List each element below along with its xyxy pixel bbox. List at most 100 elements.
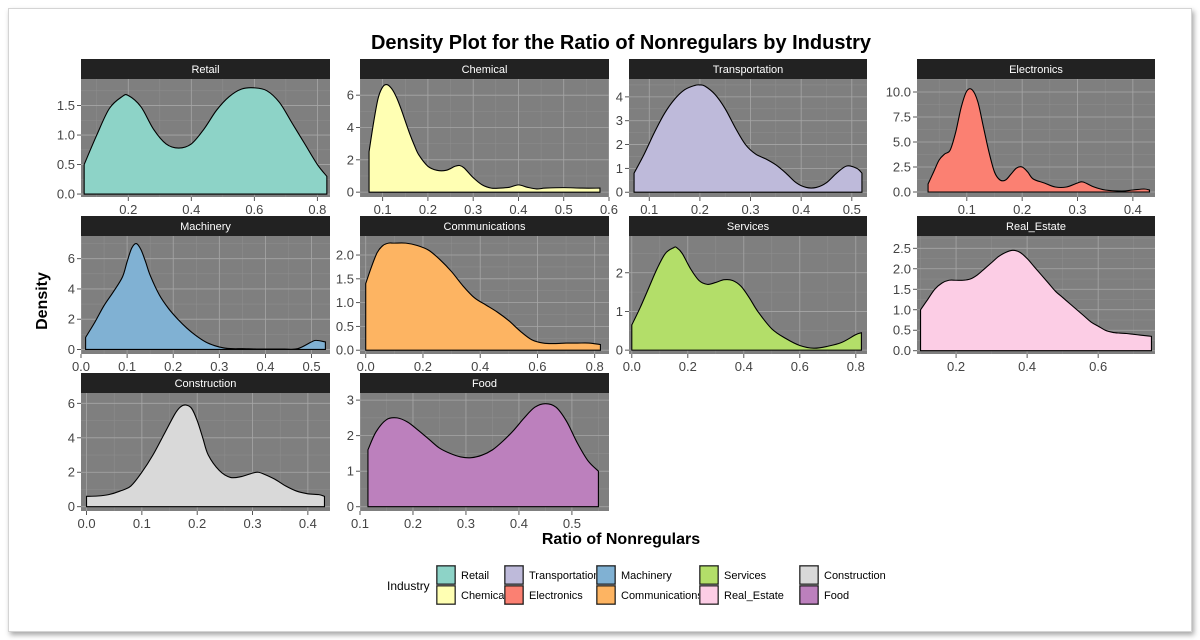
x-tick-label: 0.2: [947, 359, 965, 374]
legend-swatch: [436, 585, 456, 605]
x-tick-label: 0.0: [72, 359, 90, 374]
y-tick-label: 2.0: [893, 261, 911, 276]
x-tick-label: 0.0: [623, 359, 641, 374]
y-tick-label: 4: [68, 430, 75, 445]
density-area-retail: [83, 87, 328, 195]
x-tick-label: 0.1: [351, 516, 369, 531]
panel-strip-label: Food: [472, 378, 497, 390]
panel-services: Services 0 1 2 0.0 0.2 0.4 0.6 0.8: [616, 216, 867, 374]
panel-strip-label: Machinery: [180, 221, 231, 233]
y-tick-label: 0.5: [893, 323, 911, 338]
legend-swatch: [596, 585, 616, 605]
panel-strip-label: Communications: [444, 221, 526, 233]
y-tick-label: 10.0: [886, 85, 911, 100]
panel-construction: Construction 0 2 4 6 0.0 0.1 0.2 0.3 0.4: [68, 373, 330, 531]
panel-strip: [360, 59, 609, 79]
panel-strip: [360, 216, 609, 236]
x-tick-label: 0.4: [510, 516, 528, 531]
x-tick-label: 0.8: [586, 359, 604, 374]
y-tick-label: 0.5: [57, 157, 75, 172]
legend-swatch: [504, 565, 524, 585]
y-tick-label: 3: [616, 113, 623, 128]
y-tick-label: 0.0: [336, 343, 354, 358]
legend-swatch: [596, 565, 616, 585]
x-tick-label: 0.5: [303, 359, 321, 374]
panel-transportation: Transportation 0 1 2 3 4 0.1 0.2 0.3 0.4 0.5: [616, 59, 867, 217]
y-tick-label: 3: [347, 393, 354, 408]
y-axis-title: Density: [34, 272, 51, 330]
density-area-machinery: [85, 243, 326, 351]
legend-title: Industry: [387, 579, 430, 593]
x-tick-label: 0.8: [847, 359, 865, 374]
legend-swatch: [799, 565, 819, 585]
x-tick-label: 0.4: [256, 359, 274, 374]
x-tick-label: 0.3: [741, 202, 759, 217]
y-tick-label: 0: [347, 185, 354, 200]
y-tick-label: 2.5: [893, 160, 911, 175]
y-tick-label: 2: [347, 152, 354, 167]
x-tick-label: 0.2: [404, 516, 422, 531]
y-tick-label: 0: [347, 499, 354, 514]
y-tick-label: 0.5: [336, 319, 354, 334]
y-tick-label: 2.0: [336, 248, 354, 263]
y-tick-label: 1.0: [336, 295, 354, 310]
x-tick-label: 0.3: [464, 202, 482, 217]
y-tick-label: 4: [616, 89, 623, 104]
x-tick-label: 0.2: [419, 202, 437, 217]
legend-item-transportation: Transportation: [504, 565, 600, 585]
x-tick-label: 0.2: [188, 516, 206, 531]
y-tick-label: 1.0: [893, 302, 911, 317]
x-tick-label: 0.1: [374, 202, 392, 217]
x-tick-label: 0.6: [245, 202, 263, 217]
y-tick-label: 0: [68, 499, 75, 514]
x-tick-label: 0.4: [182, 202, 200, 217]
y-tick-label: 1.5: [57, 98, 75, 113]
legend-swatch: [799, 585, 819, 605]
y-tick-label: 1.0: [57, 128, 75, 143]
density-area-communications: [365, 242, 601, 351]
panel-real-estate: Real_Estate 0.0 0.5 1.0 1.5 2.0 2.5 0.2 0.4 0.6: [893, 216, 1155, 374]
y-tick-label: 0.0: [893, 185, 911, 200]
x-tick-label: 0.3: [243, 516, 261, 531]
y-tick-label: 0.0: [893, 343, 911, 358]
panel-strip: [360, 373, 609, 393]
legend-item-chemical: Chemical: [436, 585, 507, 605]
chart-frame: Density Plot for the Ratio of Nonregular…: [8, 8, 1192, 632]
legend-label: Chemical: [461, 590, 507, 602]
density-facet-chart: Density Plot for the Ratio of Nonregular…: [34, 32, 1155, 605]
legend-swatch: [436, 565, 456, 585]
x-tick-label: 0.4: [509, 202, 527, 217]
x-tick-label: 0.8: [308, 202, 326, 217]
legend-label: Food: [824, 590, 849, 602]
panel-communications: Communications 0.0 0.5 1.0 1.5 2.0 0.0 0.2 0.4 0.…: [336, 216, 609, 374]
legend-item-retail: Retail: [436, 565, 489, 585]
legend-label: Electronics: [529, 590, 583, 602]
panel-strip-label: Transportation: [713, 64, 784, 76]
x-tick-label: 0.2: [119, 202, 137, 217]
panel-strip-label: Real_Estate: [1006, 221, 1066, 233]
legend-label: Machinery: [621, 570, 672, 582]
x-tick-label: 0.5: [843, 202, 861, 217]
x-tick-label: 0.2: [164, 359, 182, 374]
x-tick-label: 0.6: [528, 359, 546, 374]
x-tick-label: 0.4: [299, 516, 317, 531]
y-tick-label: 1.5: [336, 271, 354, 286]
legend-label: Construction: [824, 570, 886, 582]
legend-swatch: [699, 565, 719, 585]
y-tick-label: 0: [68, 342, 75, 357]
density-area-construction: [85, 404, 326, 508]
density-area-services: [631, 246, 862, 351]
y-tick-label: 0: [616, 185, 623, 200]
x-tick-label: 0.5: [555, 202, 573, 217]
x-tick-label: 0.1: [958, 202, 976, 217]
panel-strip: [81, 59, 330, 79]
panel-electronics: Electronics 0.0 2.5 5.0 7.5 10.0 0.1 0.2 0.3 0.4: [886, 59, 1155, 217]
y-tick-label: 1.5: [893, 282, 911, 297]
y-tick-label: 2.5: [893, 241, 911, 256]
y-tick-label: 6: [68, 251, 75, 266]
x-tick-label: 0.4: [735, 359, 753, 374]
panel-strip-label: Services: [727, 221, 770, 233]
y-tick-label: 0.0: [57, 187, 75, 202]
legend-label: Retail: [461, 570, 489, 582]
x-tick-label: 0.3: [210, 359, 228, 374]
